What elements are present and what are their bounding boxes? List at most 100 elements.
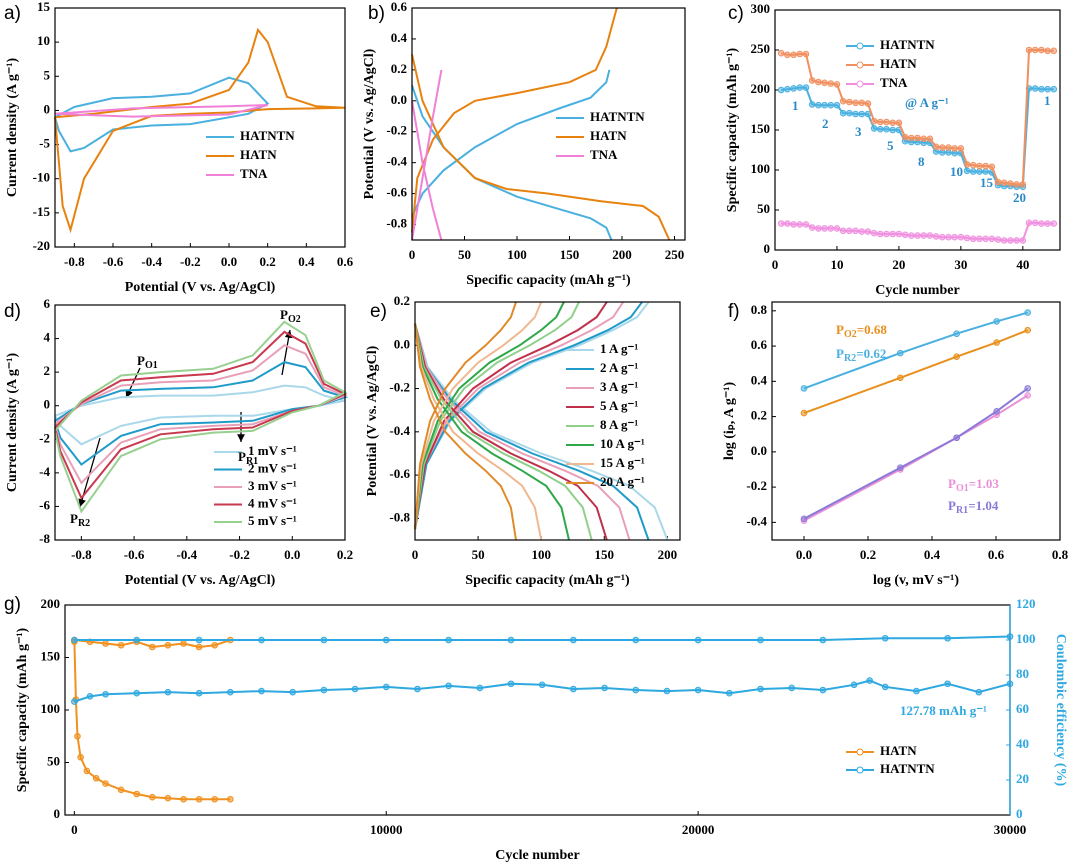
series-line [54, 76, 270, 153]
data-point [195, 795, 203, 803]
y-tick-label: -4 [39, 464, 50, 479]
data-point [632, 636, 640, 644]
annotation-text: 127.78 mAh g⁻¹ [900, 703, 987, 718]
series-line [54, 384, 346, 446]
annotation-suffix: =1.03 [969, 476, 1000, 491]
data-point [1031, 46, 1039, 54]
data-point [808, 224, 816, 231]
data-point [815, 225, 822, 232]
annotation-text: 2 [822, 116, 829, 131]
legend-label: 1 mV s⁻¹ [248, 443, 297, 458]
y-tick-label: 0.6 [391, 0, 408, 14]
series-line [74, 635, 1011, 641]
y-tick-label: -2 [39, 430, 50, 445]
legend-marker [856, 766, 864, 774]
annotation-text: 20 [1013, 190, 1026, 205]
x-tick-label: 0.2 [337, 547, 353, 562]
annotation: @ A g⁻¹ [905, 95, 949, 110]
x-tick-label: 250 [665, 247, 685, 262]
annotation-text: P [238, 449, 246, 464]
data-point [808, 77, 816, 84]
data-point [149, 643, 156, 651]
data-point [1044, 220, 1051, 227]
legend-marker [856, 748, 864, 756]
data-point [951, 233, 958, 241]
plot-frame [414, 301, 681, 541]
annotation: PO2=0.68 [836, 322, 887, 340]
data-point [897, 374, 904, 382]
data-point [117, 786, 125, 794]
x-tick-label: -0.6 [124, 547, 145, 562]
data-point [382, 683, 390, 691]
data-point [963, 161, 971, 168]
data-point [870, 229, 878, 237]
y-tick-label: 15 [37, 0, 51, 14]
y-tick-label: -5 [39, 136, 50, 151]
data-point [982, 168, 989, 175]
annotation-text: P [836, 346, 844, 361]
y-tick-label: 0.2 [394, 293, 410, 308]
x-tick-label: 0.0 [796, 547, 812, 562]
data-point [802, 221, 810, 228]
annotation-text: 8 [918, 154, 925, 169]
x-tick-label: -0.8 [71, 547, 92, 562]
data-point [133, 689, 141, 697]
annotation-text: 3 [855, 124, 862, 139]
series-line [411, 69, 443, 241]
legend-label: 5 A g⁻¹ [600, 398, 638, 413]
data-point [117, 641, 125, 649]
legend-label: HATN [880, 56, 917, 71]
x-tick-label: 0 [412, 547, 419, 562]
y-tick-label: 5 [44, 67, 51, 82]
data-point [1031, 85, 1039, 92]
data-point [1024, 326, 1031, 334]
y-tick-label: 150 [41, 648, 61, 663]
plot-frame [54, 7, 346, 248]
y-tick-label: 0.0 [391, 92, 407, 107]
data-point [864, 228, 872, 235]
data-point [784, 51, 791, 59]
annotation: PR2=0.62 [836, 346, 886, 364]
data-point [969, 161, 977, 169]
x-axis-label: Cycle number [495, 848, 579, 863]
annotation: 10 [950, 164, 963, 179]
x-tick-label: 150 [560, 247, 580, 262]
legend-marker [856, 61, 864, 69]
data-point [963, 167, 971, 175]
data-point [944, 634, 951, 642]
data-point [976, 162, 983, 170]
data-point [883, 230, 890, 238]
data-point [982, 235, 989, 243]
data-point [1050, 220, 1058, 227]
data-point [850, 681, 858, 689]
data-point [969, 235, 977, 243]
data-point [694, 636, 702, 644]
annotation-text: P [137, 353, 145, 368]
annotation: PR1 [238, 449, 258, 467]
panel-label: e) [370, 301, 387, 322]
y-axis-label: log (iₚ, A g⁻¹) [722, 382, 737, 461]
data-point [945, 144, 952, 151]
legend-label: HATN [880, 743, 917, 758]
data-point [790, 85, 797, 92]
y-tick-label: -0.4 [389, 423, 410, 438]
series-line [411, 69, 613, 241]
panel-label: a) [4, 3, 21, 24]
data-point [320, 686, 328, 694]
y-axis-label: Current density (A g⁻¹) [5, 58, 20, 198]
data-point [852, 227, 859, 235]
y-tick-label: 0 [44, 101, 51, 116]
data-point [507, 636, 515, 644]
data-point [1000, 179, 1008, 187]
data-point [796, 84, 804, 91]
data-point [74, 732, 81, 740]
plot-frame [771, 301, 1061, 541]
x-tick-label: 0.4 [298, 254, 315, 269]
y2-axis-label: Coulombic efficiency (%) [1053, 634, 1068, 787]
annotation-text: P [836, 322, 844, 337]
data-point [777, 220, 785, 227]
data-point [1024, 309, 1031, 316]
data-point [694, 686, 702, 694]
data-point [895, 119, 903, 127]
data-point [102, 780, 109, 787]
